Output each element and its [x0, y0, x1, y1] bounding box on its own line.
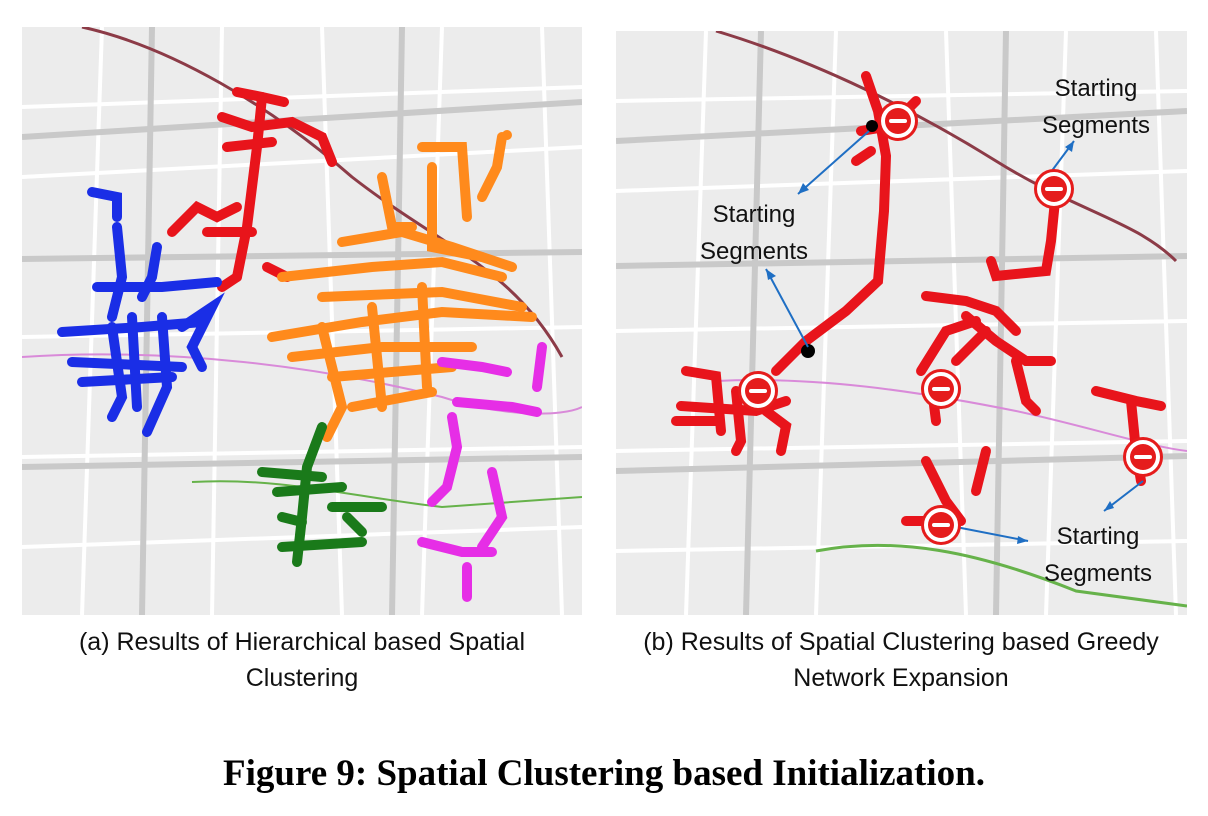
caption-b-line2: Network Expansion [793, 664, 1009, 692]
metro-station-icon [921, 505, 961, 545]
panel-b-map [616, 31, 1187, 615]
annotation-starting-segments: Starting Segments [1018, 518, 1178, 592]
caption-a-line2: Clustering [245, 664, 359, 692]
annotation-line2: Segments [1043, 560, 1153, 587]
metro-station-icon [921, 369, 961, 409]
annotation-line1: Starting [712, 201, 796, 228]
caption-a: (a) Results of Hierarchical based Spatia… [22, 624, 582, 696]
caption-b: (b) Results of Spatial Clustering based … [596, 624, 1206, 696]
metro-station-icon [738, 371, 778, 411]
annotation-starting-segments: Starting Segments [674, 196, 834, 270]
panel-a-map-graphic [22, 27, 582, 615]
caption-a-line1: (a) Results of Hierarchical based Spatia… [78, 628, 526, 656]
metro-station-icon [878, 101, 918, 141]
caption-b-line1: (b) Results of Spatial Clustering based … [643, 628, 1159, 656]
annotation-starting-segments: Starting Segments [1016, 70, 1176, 144]
annotation-line1: Starting [1056, 523, 1140, 550]
metro-station-icon [1123, 437, 1163, 477]
annotation-line2: Segments [699, 238, 809, 265]
metro-station-icon [1034, 169, 1074, 209]
annotation-line1: Starting [1054, 75, 1138, 102]
annotation-line2: Segments [1041, 112, 1151, 139]
panel-a-map [22, 27, 582, 615]
figure-title: Figure 9: Spatial Clustering based Initi… [223, 753, 985, 794]
